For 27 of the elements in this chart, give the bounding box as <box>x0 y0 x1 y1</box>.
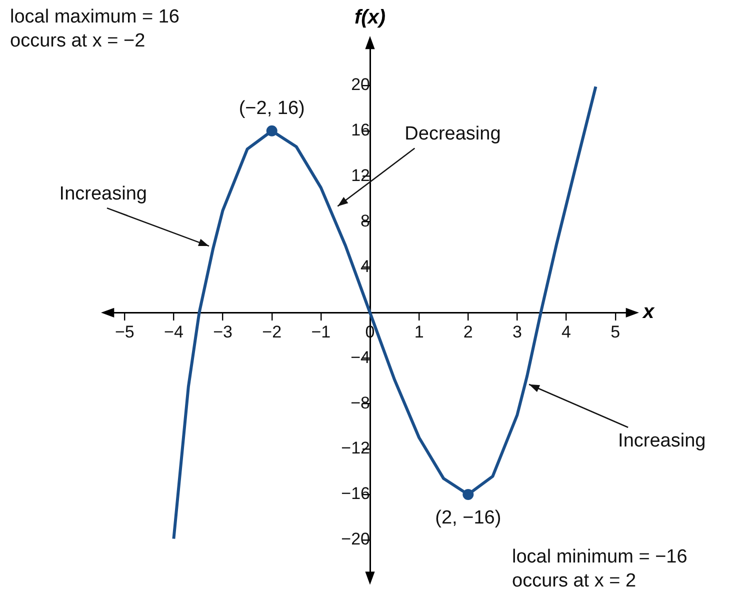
y-tick-label: −8 <box>350 393 370 412</box>
x-axis-title: x <box>642 301 655 324</box>
annotation: Decreasing <box>404 124 501 145</box>
y-tick-label: 16 <box>351 120 370 140</box>
x-tick-label: −1 <box>311 322 331 342</box>
x-tick-label: −2 <box>262 322 282 342</box>
annotation: (2, −16) <box>435 508 502 529</box>
y-tick-label: −4 <box>350 348 370 367</box>
annotation: local minimum = −16 occurs at x = 2 <box>512 546 688 592</box>
annotation: local maximum = 16 occurs at x = −2 <box>10 6 180 52</box>
y-tick-label: −12 <box>341 438 370 458</box>
x-tick-label: 4 <box>562 322 572 342</box>
x-tick-label: 3 <box>512 322 522 342</box>
y-tick-label: −20 <box>341 530 370 549</box>
y-axis-title: f(x) <box>354 6 386 29</box>
annotation: Increasing <box>59 183 147 204</box>
y-tick-label: −16 <box>341 484 370 504</box>
y-tick-label: 20 <box>351 75 370 94</box>
annotation: Increasing <box>618 430 706 452</box>
x-tick-label: 1 <box>414 322 424 342</box>
x-tick-label: 5 <box>610 322 620 342</box>
x-tick-label: −5 <box>114 322 134 342</box>
x-tick-label: 2 <box>463 322 473 342</box>
y-tick-label: 12 <box>351 166 370 186</box>
x-tick-label: −4 <box>164 322 184 342</box>
annotation: (−2, 16) <box>238 98 305 120</box>
x-tick-label: −3 <box>213 322 232 342</box>
